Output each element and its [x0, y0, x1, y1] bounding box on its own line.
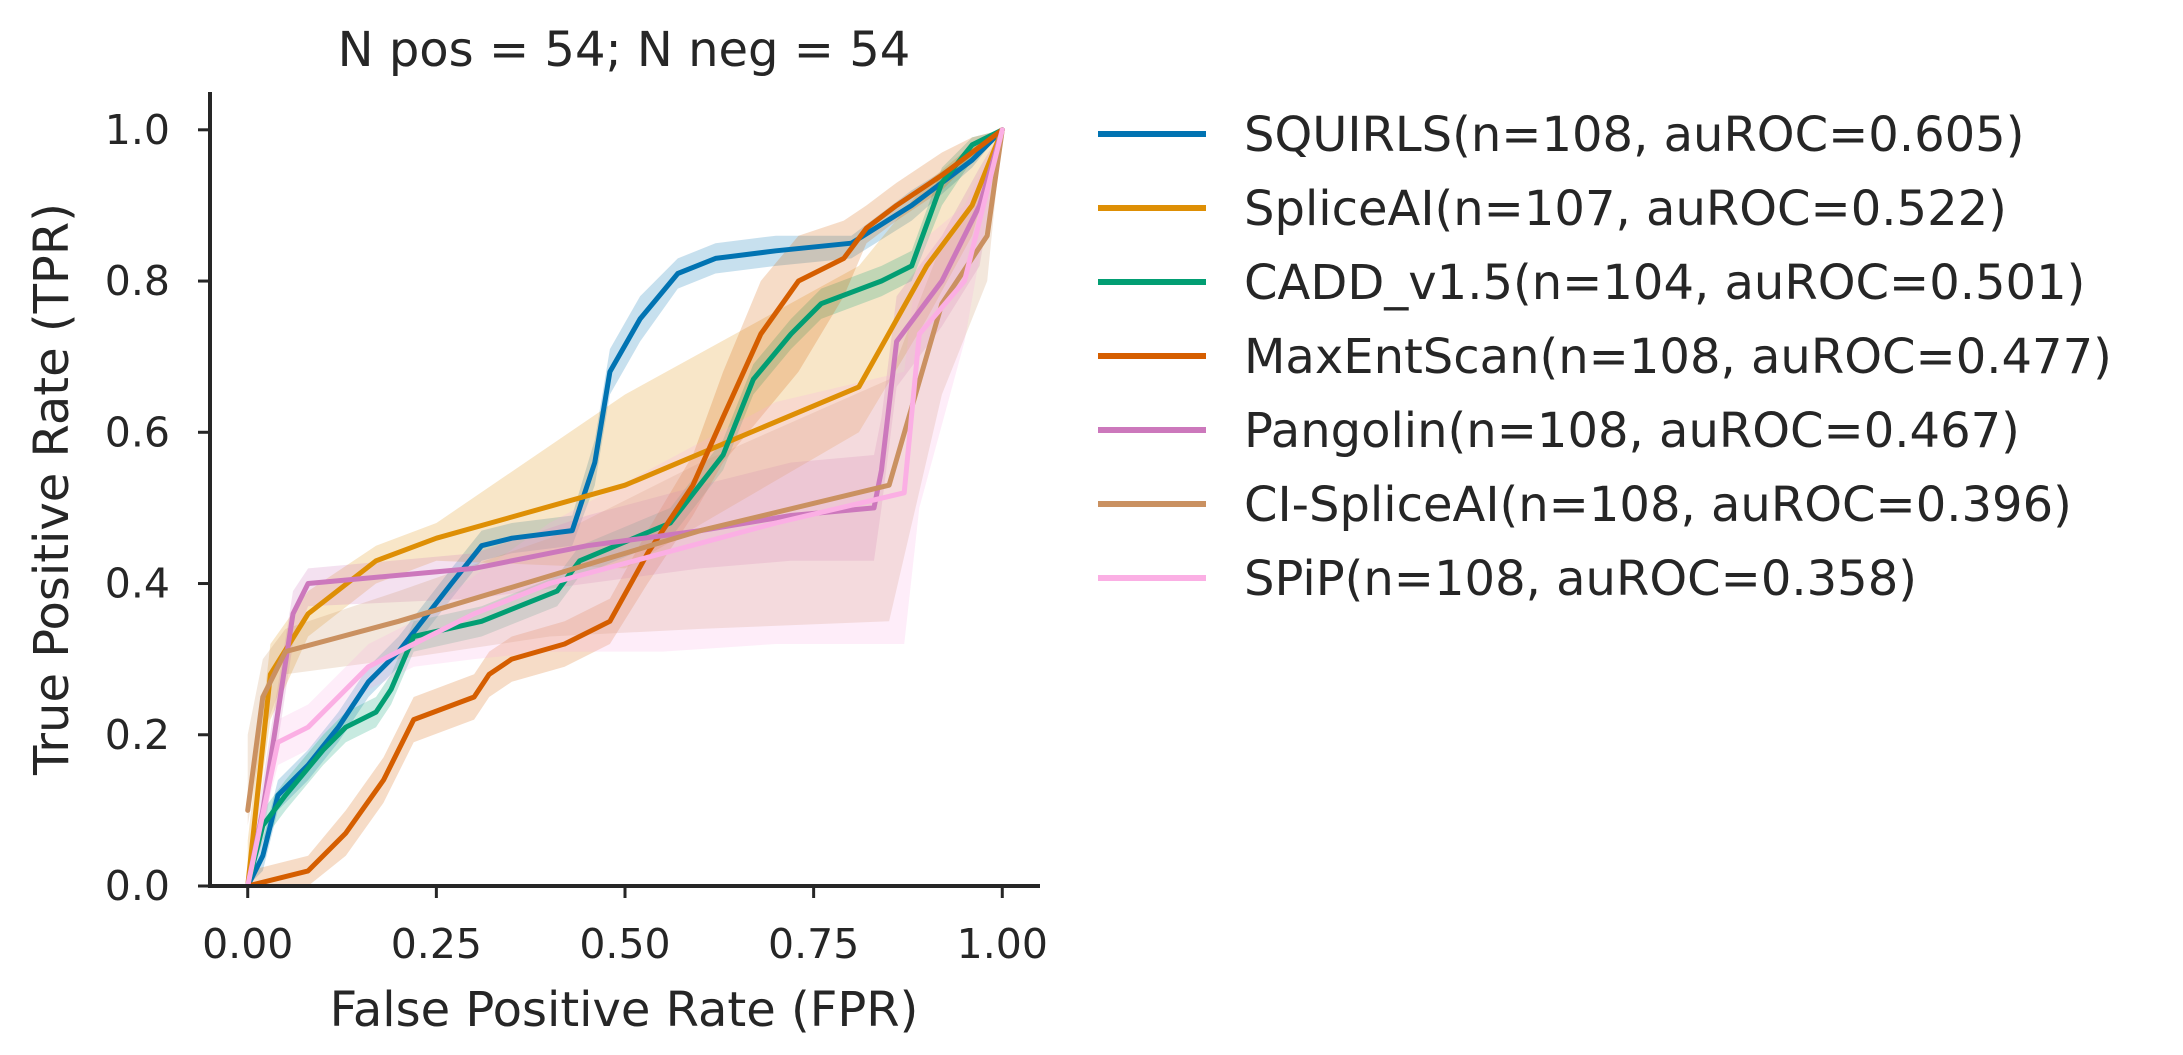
line-series-5 — [245, 127, 1005, 813]
legend-label: SPiP(n=108, auROC=0.358) — [1244, 551, 1917, 607]
band-series-4 — [247, 129, 1003, 887]
y-tick-label-4: 0.8 — [105, 257, 170, 305]
legend-item: SQUIRLS(n=108, auROC=0.605) — [1098, 107, 2024, 163]
band-series-5 — [247, 129, 1003, 826]
band-series-0 — [247, 129, 1003, 887]
x-tick-label-1: 0.25 — [391, 920, 482, 968]
y-tick-label-3: 0.6 — [105, 408, 170, 456]
band-series-1 — [247, 129, 1003, 887]
band-series-6 — [247, 129, 1003, 887]
legend-label: CADD_v1.5(n=104, auROC=0.501) — [1244, 255, 2085, 311]
x-tick-label-2: 0.50 — [579, 920, 670, 968]
y-tick-label-2: 0.4 — [105, 560, 170, 608]
y-axis-label: True Positive Rate (TPR) — [24, 203, 80, 776]
legend-label: Pangolin(n=108, auROC=0.467) — [1244, 403, 2020, 459]
confidence-bands — [247, 129, 1003, 887]
x-ticks: 0.00 0.25 0.50 0.75 1.00 — [202, 886, 1048, 968]
legend-label: SpliceAI(n=107, auROC=0.522) — [1244, 181, 2007, 237]
legend-item: SPiP(n=108, auROC=0.358) — [1098, 551, 1917, 607]
legend-label: MaxEntScan(n=108, auROC=0.477) — [1244, 329, 2112, 385]
legend-label: SQUIRLS(n=108, auROC=0.605) — [1244, 107, 2024, 163]
y-tick-label-1: 0.2 — [105, 711, 170, 759]
x-axis-label: False Positive Rate (FPR) — [330, 982, 919, 1038]
chart-title: N pos = 54; N neg = 54 — [338, 22, 911, 78]
legend-item: SpliceAI(n=107, auROC=0.522) — [1098, 181, 2007, 237]
line-series-6 — [245, 127, 1005, 889]
line-series-3 — [245, 127, 1005, 889]
y-ticks: 0.0 0.2 0.4 0.6 0.8 1.0 — [105, 106, 210, 910]
line-series-2 — [245, 127, 1005, 889]
y-tick-label-0: 0.0 — [105, 862, 170, 910]
x-tick-label-3: 0.75 — [768, 920, 859, 968]
line-series-4 — [245, 127, 1005, 889]
legend-item: CI-SpliceAI(n=108, auROC=0.396) — [1098, 477, 2072, 533]
band-series-2 — [247, 129, 1003, 887]
x-tick-label-4: 1.00 — [957, 920, 1048, 968]
legend: SQUIRLS(n=108, auROC=0.605) SpliceAI(n=10… — [1098, 107, 2112, 607]
x-tick-label-0: 0.00 — [202, 920, 293, 968]
legend-item: MaxEntScan(n=108, auROC=0.477) — [1098, 329, 2112, 385]
y-tick-label-5: 1.0 — [105, 106, 170, 154]
roc-curves — [245, 127, 1005, 889]
legend-item: CADD_v1.5(n=104, auROC=0.501) — [1098, 255, 2085, 311]
legend-label: CI-SpliceAI(n=108, auROC=0.396) — [1244, 477, 2072, 533]
band-series-3 — [247, 129, 1003, 887]
legend-item: Pangolin(n=108, auROC=0.467) — [1098, 403, 2020, 459]
